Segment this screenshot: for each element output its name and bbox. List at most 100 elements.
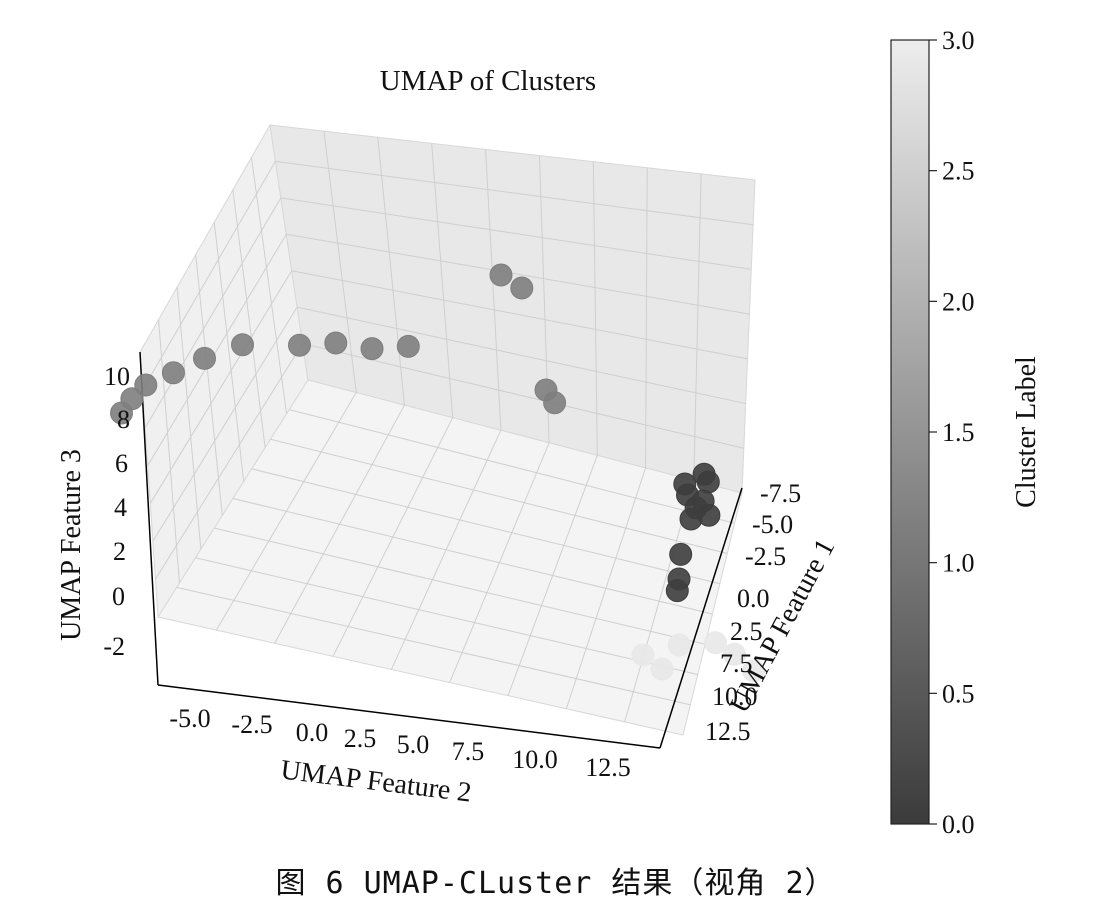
scatter-points	[110, 263, 765, 683]
axis-lines	[139, 351, 743, 749]
y-tick-label: 5.0	[397, 730, 430, 759]
z-axis-line	[139, 351, 159, 686]
x-tick-label: 10.0	[712, 682, 758, 711]
scatter-point	[669, 542, 693, 566]
colorbar: 3.0 2.5 2.0 1.5 1.0 0.5 0.0 Cluster Label	[890, 26, 1042, 839]
scatter-point	[193, 346, 216, 370]
y-axis-line	[157, 684, 661, 749]
z-tick-label: 10	[104, 362, 130, 391]
grid-line	[291, 270, 748, 360]
colorbar-tick-label: 0.0	[942, 810, 975, 839]
y-tick-label: 2.5	[344, 724, 377, 753]
grid-line	[176, 586, 691, 706]
z-tick-label: 8	[117, 405, 130, 434]
z-axis-label: UMAP Feature 3	[56, 449, 87, 641]
grid-line	[289, 409, 735, 524]
scatter-point	[360, 337, 384, 361]
grid-line	[275, 160, 754, 226]
x-tick-label: -7.5	[760, 479, 801, 508]
tick-labels: 10 8 6 4 2 0 -2 -5.0 -2.5 0.0 2.5 5.0 7.5 10.0 12.5 -7.…	[103, 362, 801, 782]
scatter-point	[134, 373, 158, 397]
y-tick-label: 12.5	[585, 753, 631, 782]
grid-line	[152, 306, 298, 542]
z-tick-label: 4	[114, 493, 127, 522]
grid-line	[693, 173, 702, 481]
scatter-point	[161, 361, 185, 385]
grid-line	[158, 319, 180, 584]
scatter-point	[288, 333, 311, 357]
x-tick-label: 7.5	[720, 649, 753, 678]
scatter-point	[396, 334, 420, 358]
grid-line	[251, 468, 720, 585]
grid-line	[280, 197, 752, 270]
colorbar-tick-label: 1.0	[942, 549, 975, 578]
scatter-point	[510, 276, 534, 300]
scatter-point	[723, 642, 746, 666]
grid-line	[592, 161, 598, 456]
grid-line	[214, 527, 706, 645]
grid-line	[645, 167, 648, 468]
colorbar-label: Cluster Label	[1011, 356, 1042, 508]
x-tick-label: -2.5	[745, 542, 786, 571]
grid-line	[232, 498, 713, 615]
grid-line	[431, 143, 454, 418]
grid-line	[149, 270, 293, 504]
grid-line	[270, 438, 728, 554]
z-tick-label: 0	[112, 582, 125, 611]
y-tick-label: 10.0	[512, 745, 558, 774]
z-tick-label: -2	[103, 632, 125, 661]
grid-lines	[142, 131, 754, 723]
grid-line	[302, 343, 744, 449]
colorbar-tick-label: 2.0	[942, 287, 975, 316]
y-axis-label: UMAP Feature 2	[279, 754, 473, 808]
colorbar-tick-label: 2.5	[942, 157, 975, 186]
y-tick-label: 7.5	[452, 737, 485, 766]
grid-line	[142, 161, 276, 391]
grid-line	[377, 137, 405, 406]
grid-line	[297, 306, 746, 405]
scatter-point	[120, 387, 144, 411]
grid-line	[155, 343, 303, 580]
scatter-point	[324, 331, 348, 355]
scatter-point	[665, 579, 689, 603]
grid-line	[176, 287, 202, 550]
figure-caption: 图 6 UMAP-CLuster 结果（视角 2）	[275, 866, 836, 901]
x-tick-label: 12.5	[705, 717, 751, 746]
scatter-point	[543, 391, 567, 415]
y-tick-label: -2.5	[231, 710, 272, 739]
scatter-point	[489, 263, 513, 287]
scatter-point	[673, 472, 697, 496]
scatter-point	[667, 633, 691, 657]
x-tick-label: -5.0	[752, 510, 793, 539]
axes-panes	[139, 123, 756, 736]
scatter-point	[650, 657, 674, 681]
grid-line	[195, 557, 698, 675]
colorbar-tick-label: 0.5	[942, 679, 975, 708]
scatter-point	[697, 503, 721, 527]
colorbar-tick-label: 3.0	[942, 26, 975, 55]
colorbar-gradient	[890, 39, 930, 825]
scatter-point	[704, 631, 727, 655]
grid-line	[147, 234, 287, 466]
grid-line	[232, 189, 266, 448]
grid-line	[144, 197, 282, 428]
chart-title: UMAP of Clusters	[380, 65, 596, 97]
grid-line	[250, 157, 288, 414]
grid-line	[485, 149, 502, 431]
grid-line	[195, 254, 223, 516]
z-tick-label: 2	[113, 537, 126, 566]
grid-line	[286, 233, 750, 315]
scatter-point	[231, 333, 254, 357]
y-tick-label: 0.0	[296, 718, 329, 747]
x-tick-label: 0.0	[737, 584, 770, 613]
z-tick-label: 6	[115, 449, 128, 478]
x-tick-label: 2.5	[730, 617, 763, 646]
scatter-point	[742, 659, 765, 683]
scatter-point	[631, 643, 655, 667]
y-tick-label: -5.0	[169, 704, 210, 733]
colorbar-tick-label: 1.5	[942, 418, 975, 447]
grid-line	[323, 131, 357, 393]
x-axis-line	[659, 487, 743, 749]
